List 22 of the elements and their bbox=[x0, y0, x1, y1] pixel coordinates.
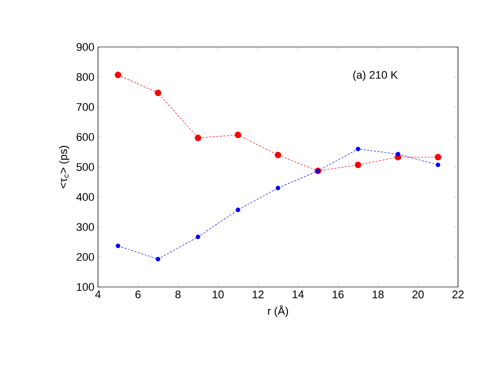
y-axis-title: <τ$_{c}$> (ps) bbox=[59, 146, 70, 188]
y-tick-label: 800 bbox=[76, 73, 94, 81]
x-tick-label: 6 bbox=[136, 290, 141, 298]
x-axis-title: r (Å) bbox=[268, 305, 288, 318]
y-tick-label: 700 bbox=[76, 103, 94, 111]
annotation: (a) 210 K bbox=[353, 70, 398, 81]
x-tick-label: 16 bbox=[332, 290, 344, 298]
x-tick-label: 4 bbox=[95, 290, 101, 298]
x-tick-label: 10 bbox=[212, 290, 224, 298]
x-tick-label: 14 bbox=[292, 290, 304, 298]
y-tick-label: 300 bbox=[76, 223, 94, 231]
x-tick-label: 12 bbox=[252, 290, 264, 298]
y-tick-label: 200 bbox=[76, 253, 94, 261]
x-tick-label: 22 bbox=[452, 290, 464, 298]
y-tick-label: 600 bbox=[76, 133, 94, 141]
y-tick-label: 500 bbox=[76, 163, 94, 171]
x-tick-label: 18 bbox=[372, 290, 384, 298]
y-tick-label: 100 bbox=[76, 283, 94, 291]
y-tick-label: 900 bbox=[76, 43, 94, 51]
x-tick-label: 20 bbox=[412, 290, 424, 298]
y-tick-label: 400 bbox=[76, 193, 94, 201]
x-tick-label: 8 bbox=[175, 290, 181, 298]
